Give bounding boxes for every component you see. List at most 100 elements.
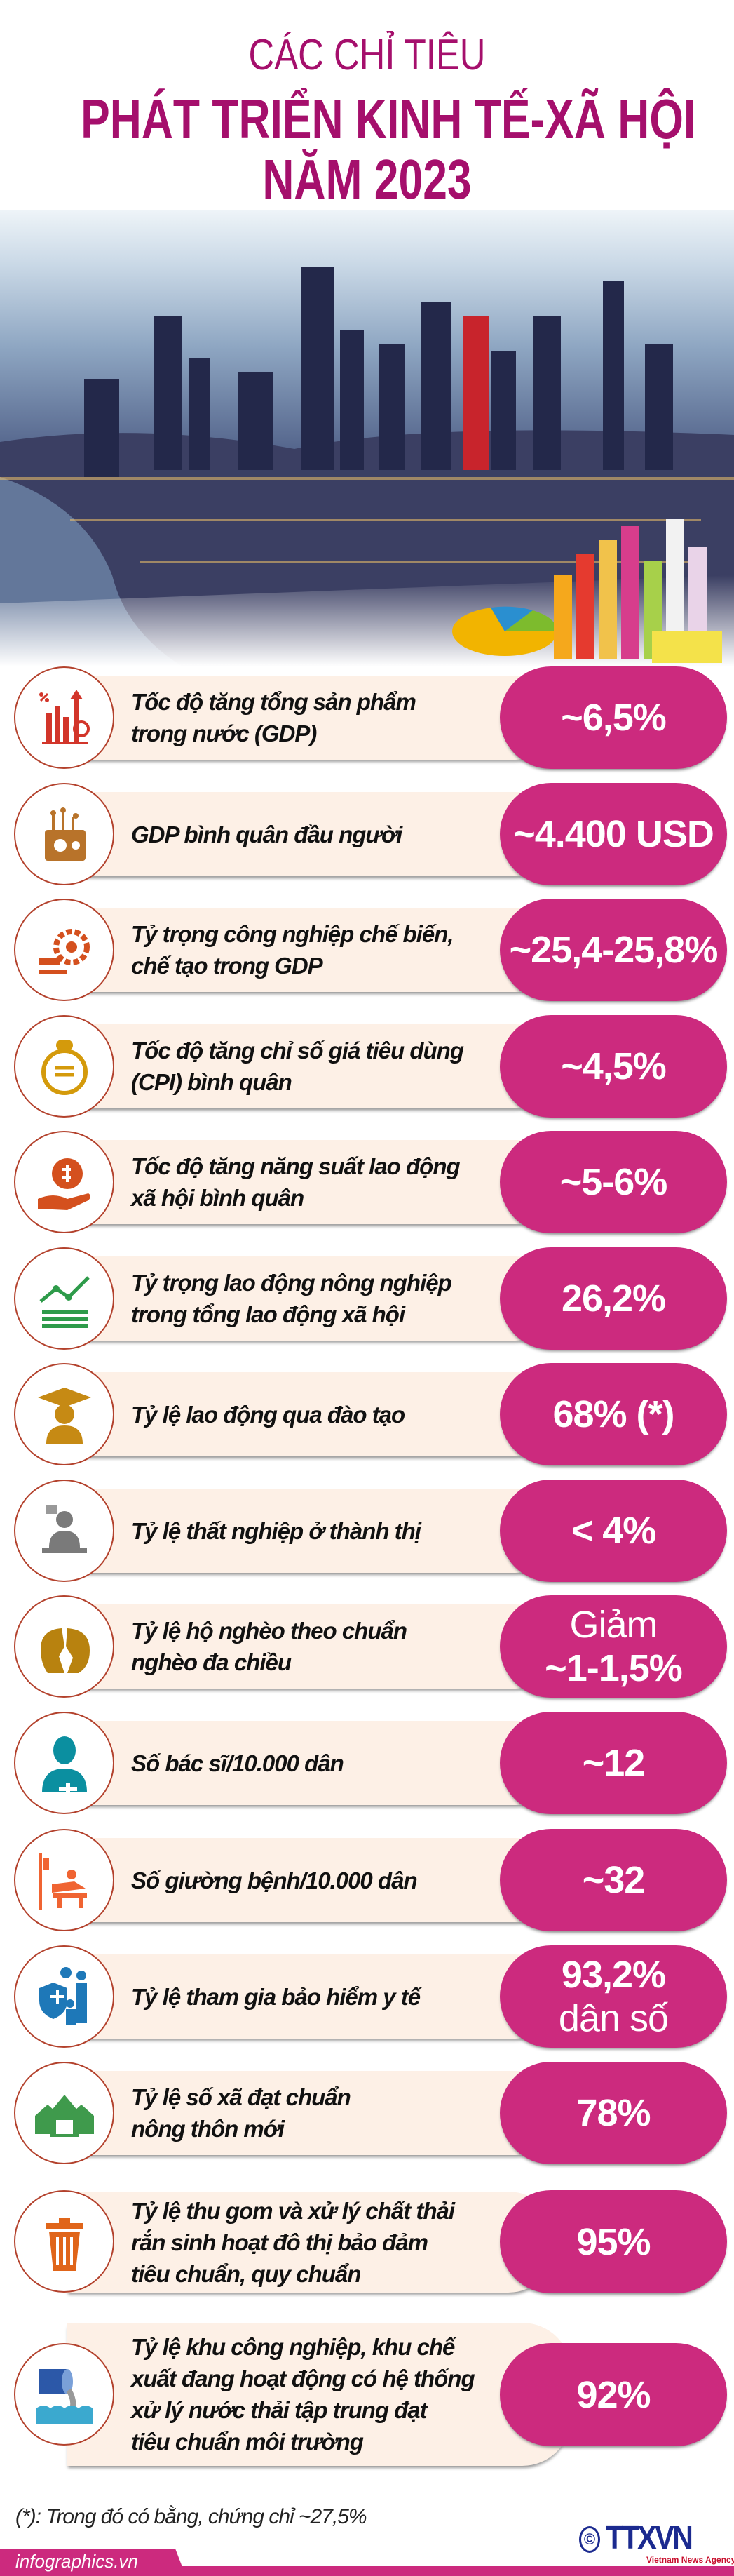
- indicator-value-group: 93,2% dân số: [558, 1953, 669, 2040]
- trash-bin-icon: [46, 2218, 83, 2271]
- indicator-value: 26,2%: [561, 1277, 666, 1320]
- indicator-label: Tỷ trọng lao động nông nghiệp trong tổng…: [131, 1270, 452, 1327]
- indicator-value: ~12: [582, 1742, 646, 1784]
- indicator-band: [67, 908, 557, 992]
- footnote: (*): Trong đó có bằng, chứng chỉ ~27,5%: [15, 2505, 367, 2528]
- indicator-label: Tỷ trọng công nghiệp chế biến, chế tạo t…: [131, 921, 454, 979]
- title-line-1: CÁC CHỈ TIÊU: [248, 31, 486, 79]
- indicator-icon-circle: [14, 2190, 114, 2293]
- indicator-value: 68% (*): [552, 1393, 674, 1435]
- unemployed-worker-icon: [41, 1505, 87, 1553]
- indicator-value-pill: ~12: [500, 1712, 727, 1814]
- indicator-band: [67, 792, 557, 876]
- indicator-band: [67, 1954, 557, 2039]
- indicator-value-group: 68% (*): [552, 1393, 674, 1436]
- gdp-growth-chart-icon: [39, 690, 90, 744]
- graduate-icon: [37, 1388, 91, 1444]
- indicator-value-pill: ~32: [500, 1829, 727, 1931]
- indicator-value-pill: 78%: [500, 2062, 727, 2164]
- indicator-value-group: Giảm ~1-1,5%: [545, 1603, 683, 1690]
- indicator-value-pill: ~5-6%: [500, 1131, 727, 1233]
- indicator-icon-circle: [14, 1363, 114, 1465]
- title-line-2: PHÁT TRIỂN KINH TẾ-XÃ HỘI: [81, 88, 696, 150]
- indicator-value: Giảm: [569, 1604, 658, 1646]
- indicator-band: [67, 2323, 571, 2466]
- copyright-icon: ©: [579, 2526, 600, 2553]
- indicator-value-pill: ~4.400 USD: [500, 783, 727, 885]
- indicator-value-group: ~5-6%: [560, 1160, 668, 1204]
- indicator-label: Tỷ lệ số xã đạt chuẩn nông thôn mới: [131, 2084, 351, 2142]
- city-skyline-photo: [0, 210, 734, 666]
- indicator-value: 93,2%: [561, 1954, 666, 1996]
- indicator-band: [67, 1489, 557, 1573]
- indicator-band: [67, 1838, 557, 1922]
- indicator-value-pill: ~4,5%: [500, 1015, 727, 1118]
- hospital-bed-icon: [39, 1853, 87, 1910]
- indicator-value-pill: 92%: [500, 2343, 727, 2446]
- indicator-value-pill: 93,2% dân số: [500, 1945, 727, 2048]
- indicator-icon-circle: [14, 1480, 114, 1582]
- indicator-label: Tốc độ tăng chỉ số giá tiêu dùng (CPI) b…: [131, 1038, 464, 1095]
- indicator-icon-circle: [14, 1131, 114, 1233]
- indicator-value-group: 92%: [576, 2373, 651, 2417]
- logo-subtitle: Vietnam News Agency: [646, 2555, 734, 2565]
- indicator-label: Tỷ lệ tham gia bảo hiểm y tế: [131, 1983, 421, 2010]
- indicator-value-group: ~4,5%: [561, 1045, 667, 1088]
- indicator-label: Tỷ lệ khu công nghiệp, khu chế xuất đang…: [131, 2334, 475, 2455]
- indicator-value-group: 78%: [576, 2091, 651, 2135]
- indicator-value: < 4%: [571, 1510, 657, 1552]
- indicator-value: dân số: [558, 1997, 669, 2039]
- indicator-value-group: ~12: [582, 1741, 646, 1785]
- village-houses-icon: [34, 2095, 94, 2137]
- indicator-value: ~32: [582, 1859, 646, 1901]
- site-link[interactable]: infographics.vn: [15, 2551, 138, 2572]
- indicator-band: [67, 1372, 557, 1456]
- indicator-icon-circle: [14, 1712, 114, 1814]
- indicator-value: ~4,5%: [561, 1045, 667, 1087]
- indicator-band: [67, 1604, 557, 1689]
- footer-tab: [0, 2549, 186, 2576]
- indicator-value: ~6,5%: [561, 697, 667, 739]
- indicator-value-pill: Giảm ~1-1,5%: [500, 1595, 727, 1698]
- indicator-value-pill: 95%: [500, 2190, 727, 2293]
- indicator-value-pill: 68% (*): [500, 1363, 727, 1465]
- indicator-value-pill: < 4%: [500, 1480, 727, 1582]
- indicator-icon-circle: [14, 1945, 114, 2048]
- indicator-value-group: ~32: [582, 1858, 646, 1902]
- wallet-icon: [44, 807, 86, 861]
- indicator-value-group: ~6,5%: [561, 696, 667, 739]
- indicator-value-group: 26,2%: [561, 1277, 666, 1320]
- indicator-value: ~1-1,5%: [545, 1647, 683, 1689]
- indicator-label: Tỷ lệ hộ nghèo theo chuẩn nghèo đa chiều: [131, 1618, 407, 1675]
- indicator-label: Số giường bệnh/10.000 dân: [131, 1867, 418, 1893]
- indicator-icon-circle: [14, 2343, 114, 2446]
- indicator-value: ~4.400 USD: [513, 813, 714, 855]
- indicator-label: Tốc độ tăng năng suất lao động xã hội bì…: [131, 1153, 461, 1211]
- money-bag-hand-icon: [37, 1158, 90, 1210]
- city-illustration: [0, 267, 734, 666]
- indicator-value: 78%: [576, 2092, 651, 2134]
- indicator-label: Tốc độ tăng tổng sản phẩm trong nước (GD…: [131, 689, 416, 746]
- rising-chart-icon: [39, 1276, 90, 1328]
- indicator-band: [67, 1721, 557, 1805]
- indicator-value-pill: ~25,4-25,8%: [500, 899, 727, 1001]
- indicator-label: Số bác sĩ/10.000 dân: [131, 1750, 344, 1776]
- cpi-coin-icon: [41, 1040, 88, 1095]
- indicator-label: Tỷ lệ thất nghiệp ở thành thị: [131, 1517, 421, 1544]
- indicator-value: 95%: [576, 2220, 651, 2263]
- indicator-value-group: ~4.400 USD: [513, 812, 714, 856]
- indicator-icon-circle: [14, 666, 114, 769]
- indicator-value: ~25,4-25,8%: [509, 929, 719, 971]
- indicator-icon-circle: [14, 1015, 114, 1118]
- indicator-icon-circle: [14, 1595, 114, 1698]
- indicator-value-pill: 26,2%: [500, 1247, 727, 1350]
- indicator-value-group: 95%: [576, 2220, 651, 2264]
- chart-decoration: [452, 519, 722, 663]
- indicator-icon-circle: [14, 1247, 114, 1350]
- indicator-band: [67, 1256, 557, 1341]
- indicator-value-pill: ~6,5%: [500, 666, 727, 769]
- logo-text: TTXVN: [606, 2519, 693, 2556]
- indicator-value: 92%: [576, 2373, 651, 2416]
- indicator-label: Tỷ lệ lao động qua đào tạo: [131, 1401, 405, 1428]
- title-line-3: NĂM 2023: [262, 148, 472, 210]
